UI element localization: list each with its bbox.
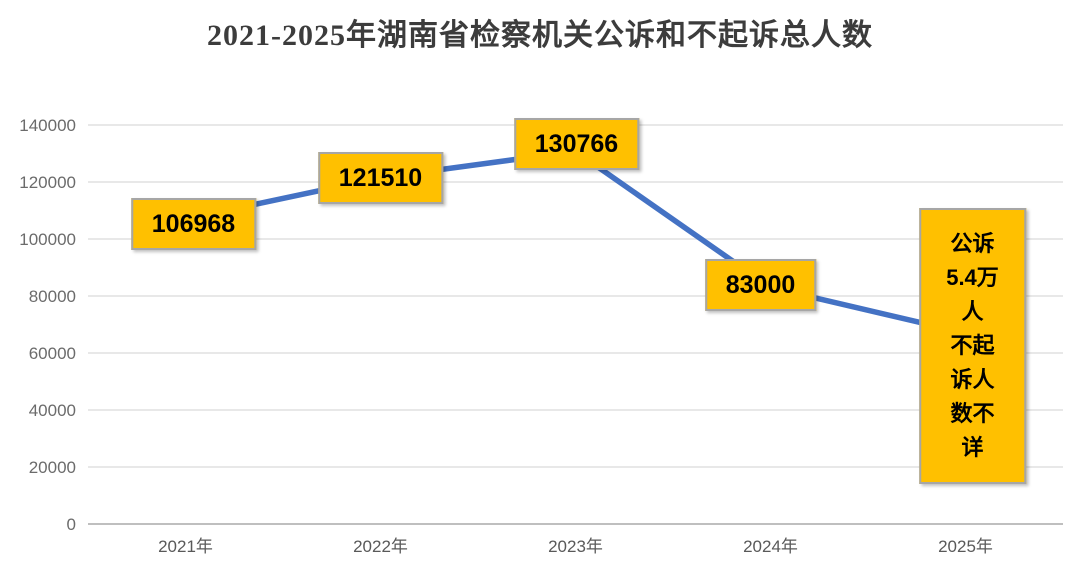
chart-title: 2021-2025年湖南省检察机关公诉和不起诉总人数 — [207, 19, 873, 52]
data-label-box: 121510 — [317, 151, 444, 204]
x-axis-tick-label: 2021年 — [158, 537, 213, 556]
gridlines — [88, 124, 1063, 525]
y-axis-tick-label: 20000 — [28, 457, 76, 477]
x-axis-tick-label: 2024年 — [743, 537, 798, 556]
data-label-box: 83000 — [704, 259, 817, 312]
y-axis-tick-label: 120000 — [19, 172, 76, 192]
y-axis-tick-label: 140000 — [19, 115, 76, 135]
x-axis-tick-label: 2025年 — [938, 537, 993, 556]
y-axis-tick-label: 60000 — [28, 343, 76, 363]
data-label-box: 公诉5.4万人 不起诉人数不详 — [918, 208, 1027, 485]
y-axis-tick-label: 40000 — [28, 400, 76, 420]
y-axis-tick-label: 80000 — [28, 286, 76, 306]
data-label-box: 130766 — [513, 118, 640, 171]
x-axis-tick-label: 2023年 — [548, 537, 603, 556]
data-label-box: 106968 — [130, 198, 257, 251]
y-axis-tick-label: 0 — [66, 514, 76, 534]
series-line — [182, 148, 969, 336]
x-axis-tick-label: 2022年 — [353, 537, 408, 556]
y-axis-tick-label: 100000 — [19, 229, 76, 249]
